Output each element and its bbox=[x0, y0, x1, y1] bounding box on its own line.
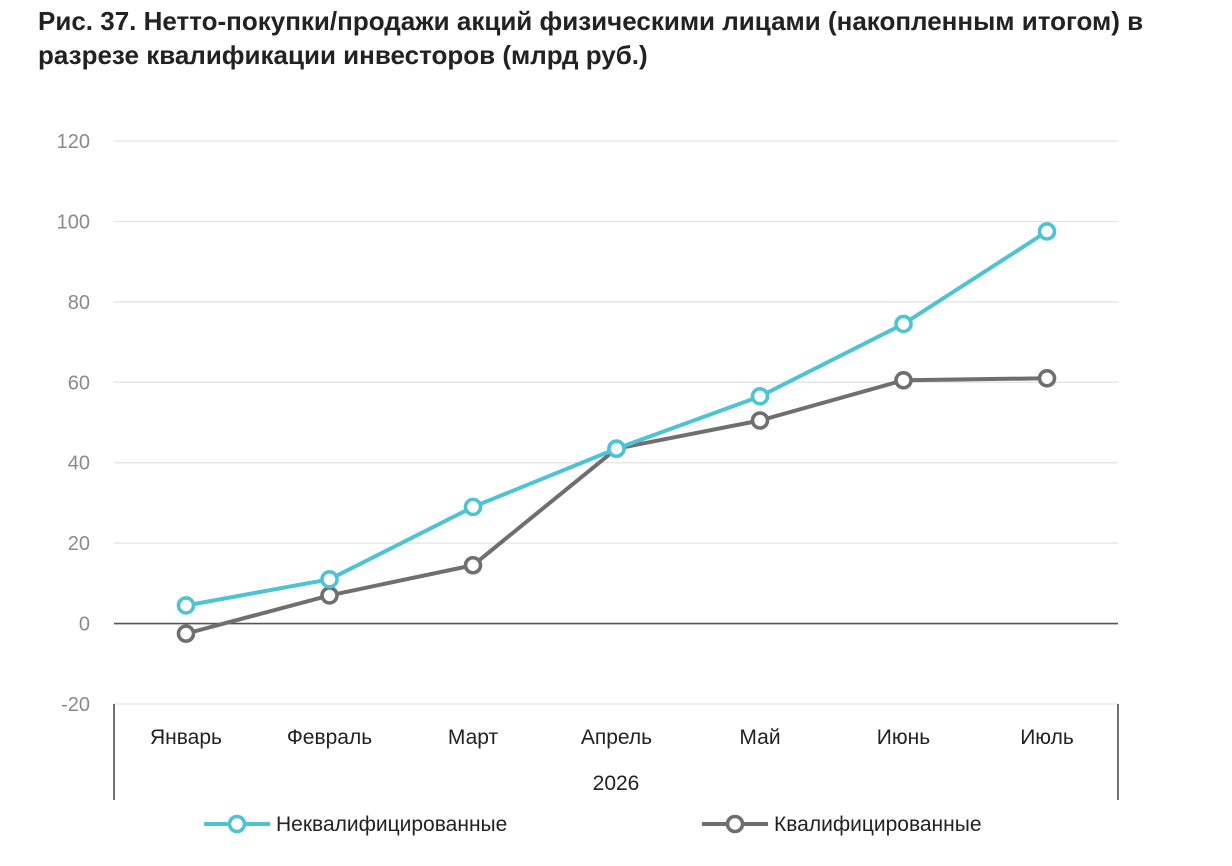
axes bbox=[113, 704, 1119, 800]
x-group-label: 2026 bbox=[593, 772, 640, 795]
x-category-label: Июнь bbox=[877, 726, 930, 749]
data-point bbox=[176, 596, 196, 615]
x-category-label: Июль bbox=[1020, 726, 1074, 749]
legend-marker bbox=[725, 814, 745, 834]
grid-lines bbox=[114, 140, 1118, 705]
legend: Неквалифицированные Квалифицированные bbox=[204, 813, 982, 836]
data-point bbox=[463, 497, 483, 517]
y-tick-label: 40 bbox=[68, 453, 90, 475]
x-category-label: Апрель bbox=[581, 726, 652, 749]
data-point bbox=[1037, 368, 1057, 388]
legend-label: Неквалифицированные bbox=[276, 813, 507, 836]
data-point bbox=[750, 387, 770, 406]
y-tick-label: 20 bbox=[68, 533, 90, 555]
y-tick-label: 0 bbox=[79, 614, 90, 636]
x-category-label: Март bbox=[448, 726, 499, 749]
data-point bbox=[320, 586, 339, 605]
series-lines bbox=[176, 222, 1057, 643]
x-category-label: Май bbox=[739, 726, 780, 749]
data-point bbox=[894, 370, 913, 390]
series-line bbox=[184, 229, 1049, 608]
legend-label: Квалифицированные bbox=[774, 813, 982, 836]
data-point bbox=[320, 570, 339, 589]
y-axis-ticks: -20 0 20 40 60 80 100 120 bbox=[57, 131, 90, 716]
y-tick-label: 60 bbox=[68, 372, 90, 394]
data-point bbox=[894, 314, 913, 334]
y-tick-label: 120 bbox=[57, 131, 90, 153]
chart-title: Рис. 37. Нетто-покупки/продажи акций физ… bbox=[38, 6, 1144, 70]
x-category-label: Январь bbox=[150, 726, 222, 749]
y-tick-label: -20 bbox=[61, 694, 90, 716]
legend-marker bbox=[227, 814, 247, 834]
data-point bbox=[1037, 222, 1057, 241]
data-point bbox=[176, 624, 196, 643]
data-point bbox=[750, 411, 770, 430]
y-tick-label: 80 bbox=[68, 292, 90, 314]
x-axis-categories: Январь Февраль Март Апрель Май Июнь Июль 2026 bbox=[150, 726, 1074, 795]
x-category-label: Февраль bbox=[287, 726, 372, 749]
y-tick-label: 100 bbox=[57, 211, 90, 233]
series-line bbox=[184, 376, 1049, 636]
data-point bbox=[463, 555, 483, 575]
data-point bbox=[607, 439, 626, 458]
